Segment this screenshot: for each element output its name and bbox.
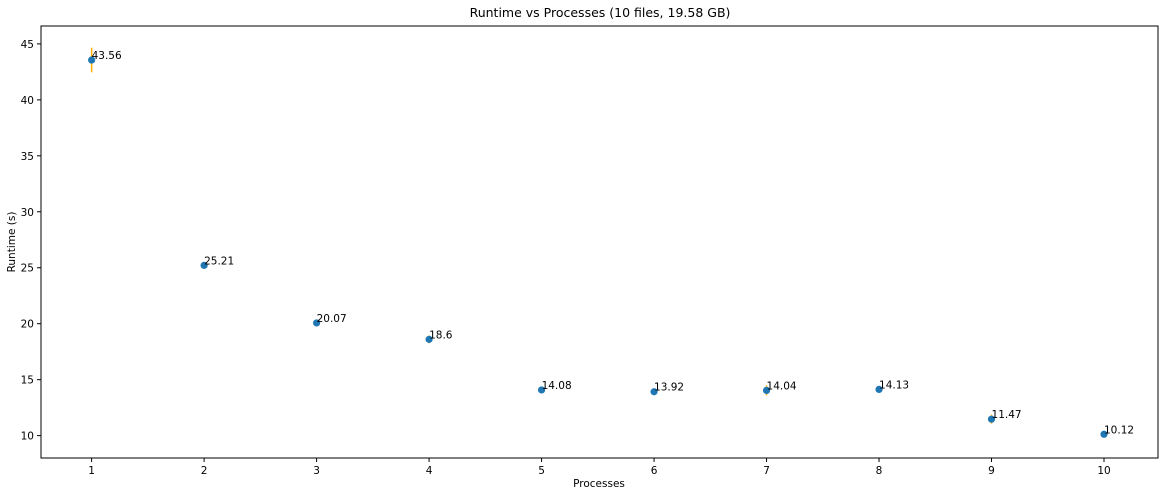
y-axis: 10 15 20 25 30 35 40 45 bbox=[21, 39, 41, 443]
data-point bbox=[312, 319, 321, 327]
data-label: 20.07 bbox=[317, 313, 347, 325]
data-label: 11.47 bbox=[992, 409, 1022, 421]
data-label: 14.08 bbox=[542, 380, 572, 392]
data-label: 13.92 bbox=[654, 382, 684, 394]
x-tick-label: 1 bbox=[88, 465, 95, 477]
data-point bbox=[200, 261, 208, 269]
x-tick-label: 9 bbox=[988, 465, 995, 477]
plot-frame bbox=[40, 25, 1159, 459]
data-label: 14.04 bbox=[767, 380, 797, 392]
y-tick-label: 45 bbox=[21, 39, 34, 51]
x-tick-label: 10 bbox=[1097, 465, 1110, 477]
data-point bbox=[875, 385, 883, 393]
y-tick-label: 15 bbox=[21, 375, 34, 387]
data-label: 43.56 bbox=[92, 50, 122, 62]
y-axis-label: Runtime (s) bbox=[6, 212, 18, 273]
data-point bbox=[1100, 430, 1108, 438]
x-axis: 1 2 3 4 5 6 7 8 9 10 bbox=[88, 458, 1111, 477]
x-tick-label: 7 bbox=[763, 465, 770, 477]
x-tick-label: 3 bbox=[313, 465, 320, 477]
data-label: 18.6 bbox=[429, 329, 453, 341]
y-tick-label: 35 bbox=[21, 151, 34, 163]
data-label: 10.12 bbox=[1104, 424, 1134, 436]
y-tick-label: 20 bbox=[21, 319, 34, 331]
data-point bbox=[88, 56, 96, 64]
y-tick-label: 40 bbox=[21, 95, 34, 107]
data-point bbox=[537, 386, 546, 394]
data-point bbox=[425, 335, 433, 343]
data-labels: 43.56 25.21 20.07 18.6 14.08 13.92 14.04 14.13 1… bbox=[92, 50, 1134, 436]
error-bars bbox=[90, 47, 1105, 436]
data-point bbox=[650, 388, 658, 396]
data-point bbox=[762, 386, 771, 395]
y-tick-label: 30 bbox=[21, 207, 34, 219]
data-points bbox=[88, 56, 1108, 438]
x-tick-label: 6 bbox=[651, 465, 658, 477]
x-tick-label: 2 bbox=[201, 465, 208, 477]
x-axis-label: Processes bbox=[573, 478, 625, 490]
x-tick-label: 8 bbox=[876, 465, 883, 477]
x-tick-label: 4 bbox=[426, 465, 433, 477]
data-label: 25.21 bbox=[204, 255, 234, 267]
data-label: 14.13 bbox=[879, 379, 909, 391]
x-tick-label: 5 bbox=[538, 465, 545, 477]
data-point bbox=[987, 415, 996, 423]
chart-title: Runtime vs Processes (10 files, 19.58 GB… bbox=[470, 5, 731, 20]
y-tick-label: 10 bbox=[21, 431, 34, 443]
y-tick-label: 25 bbox=[21, 263, 34, 275]
